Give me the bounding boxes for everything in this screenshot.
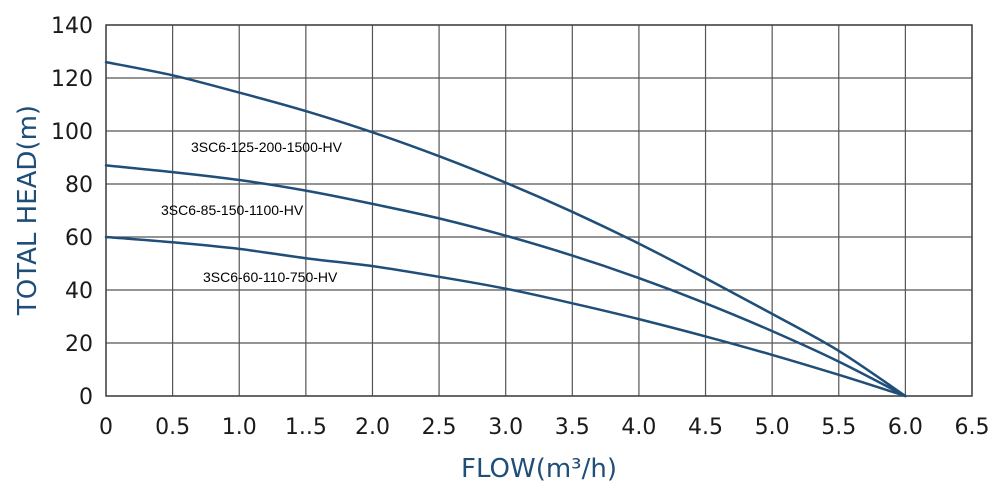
y-tick-label: 120 [51, 67, 93, 92]
x-tick-label: 2.0 [355, 415, 390, 440]
x-tick-label: 3.0 [488, 415, 523, 440]
y-tick-label: 60 [65, 226, 93, 251]
curves [104, 60, 907, 398]
x-tick-label: 5.0 [755, 415, 790, 440]
y-tick-label: 20 [65, 332, 93, 357]
y-tick-label: 80 [65, 173, 93, 198]
x-tick-label: 6.0 [888, 415, 923, 440]
x-tick-label: 0.5 [155, 415, 190, 440]
series-label-3: 3SC6-60-110-750-HV [203, 269, 338, 285]
plot-frame [105, 24, 973, 397]
series-label-2: 3SC6-85-150-1100-HV [161, 202, 304, 218]
series-line-1 [104, 60, 907, 398]
series-line-3 [104, 235, 907, 398]
x-axis-title: FLOW(m³/h) [461, 454, 617, 484]
x-tick-label: 6.5 [955, 415, 990, 440]
y-tick-label: 100 [51, 120, 93, 145]
y-tick-labels: 0 20 40 60 80 100 120 140 [51, 14, 93, 410]
x-tick-label: 4.5 [688, 415, 723, 440]
x-tick-label: 4.0 [621, 415, 656, 440]
series-line-2 [104, 164, 907, 398]
y-axis-title: TOTAL HEAD(m) [13, 105, 43, 316]
y-tick-label: 0 [79, 385, 93, 410]
x-tick-labels: 0 0.5 1.0 1..5 2.0 2.5 3.0 3.5 4.0 4.5 5.0 5.5 6.0 6.… [99, 415, 990, 440]
x-tick-label: 2.5 [422, 415, 457, 440]
y-tick-label: 140 [51, 14, 93, 39]
x-tick-label: 1.0 [222, 415, 257, 440]
x-tick-label: 3.5 [555, 415, 590, 440]
series-labels: 3SC6-125-200-1500-HV 3SC6-85-150-1100-HV 3… [161, 139, 343, 285]
y-tick-label: 40 [65, 279, 93, 304]
x-tick-label: 0 [99, 415, 113, 440]
series-label-1: 3SC6-125-200-1500-HV [191, 139, 343, 155]
x-tick-label: 5.5 [821, 415, 856, 440]
x-tick-label: 1..5 [285, 415, 327, 440]
